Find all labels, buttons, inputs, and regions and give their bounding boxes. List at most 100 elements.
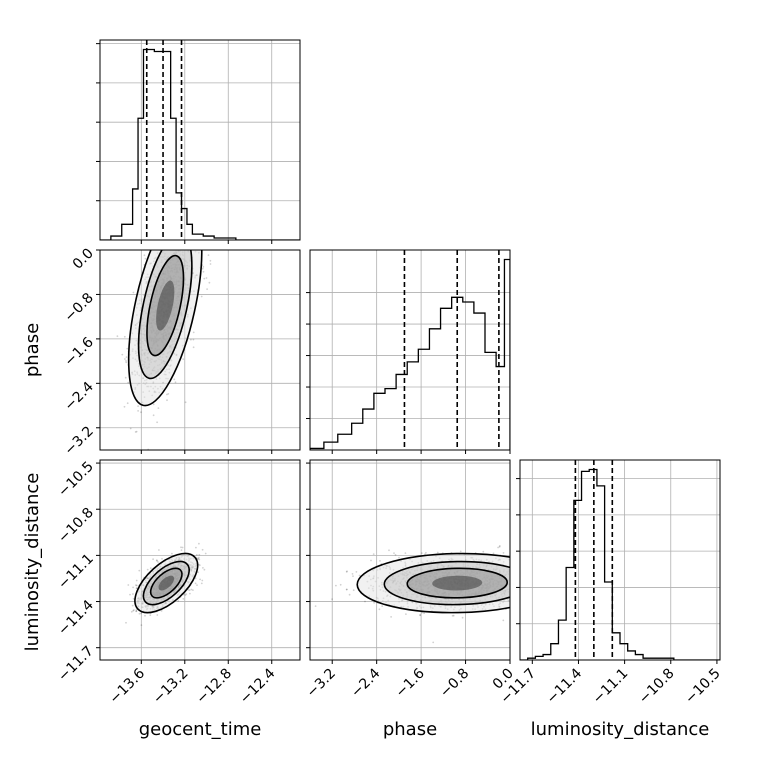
sample-point <box>132 597 135 600</box>
sample-point <box>167 393 170 395</box>
sample-point <box>482 550 485 553</box>
contour-level-3 <box>432 575 483 591</box>
sample-point <box>160 610 163 612</box>
sample-point <box>125 361 128 364</box>
sample-point <box>197 571 199 574</box>
sample-point <box>125 360 127 362</box>
sample-point <box>204 552 207 555</box>
sample-point <box>157 561 159 563</box>
sample-point <box>352 589 355 592</box>
sample-point <box>198 558 201 561</box>
sample-point <box>140 411 142 414</box>
sample-point <box>182 358 185 360</box>
sample-point <box>208 281 211 284</box>
sample-point <box>451 614 454 617</box>
sample-point <box>423 612 425 615</box>
contour-level-3 <box>156 280 175 331</box>
sample-point <box>200 295 203 298</box>
sample-point <box>135 584 138 587</box>
sample-point <box>452 614 455 617</box>
sample-point <box>144 257 147 260</box>
sample-point <box>129 593 131 596</box>
sample-point <box>124 358 126 360</box>
sample-point <box>125 621 127 624</box>
sample-point <box>137 410 140 412</box>
sample-point <box>425 551 427 554</box>
sample-point <box>209 263 212 265</box>
sample-point <box>173 378 176 381</box>
sample-point <box>335 584 337 587</box>
sample-point <box>202 266 205 268</box>
panel-phase-vs-phase <box>306 249 511 454</box>
sample-point <box>388 549 390 552</box>
panel-frame <box>99 249 301 451</box>
sample-point <box>196 584 198 586</box>
sample-point <box>378 608 381 611</box>
sample-point <box>201 548 204 551</box>
sample-point <box>123 335 126 338</box>
sample-point <box>123 405 126 408</box>
sample-point <box>205 277 208 279</box>
sample-point <box>132 291 135 294</box>
sample-point <box>143 254 146 257</box>
sample-point <box>201 267 204 270</box>
sample-point <box>166 393 168 396</box>
sample-point <box>203 568 206 571</box>
xlabel-luminosity-distance: luminosity_distance <box>531 719 710 740</box>
sample-point <box>352 575 354 577</box>
sample-point <box>157 407 160 409</box>
sample-point <box>197 558 200 560</box>
sample-point <box>152 558 155 561</box>
ylabel-phase: phase <box>22 323 43 377</box>
sample-point <box>188 589 191 592</box>
sample-point <box>132 586 135 589</box>
sample-point <box>345 571 348 573</box>
sample-point <box>192 346 195 349</box>
sample-point <box>126 347 129 350</box>
sample-point <box>194 582 197 585</box>
sample-point <box>129 427 132 430</box>
sample-point <box>133 609 135 611</box>
sample-point <box>156 560 158 562</box>
sample-point <box>379 560 381 562</box>
posterior-group <box>116 250 212 450</box>
sample-point <box>207 254 210 256</box>
sample-point <box>345 588 348 591</box>
panel-frame <box>309 249 511 451</box>
sample-point <box>192 338 195 341</box>
sample-point <box>135 587 138 590</box>
sample-point <box>195 554 198 556</box>
sample-point <box>194 577 197 580</box>
sample-point <box>497 546 499 549</box>
sample-point <box>492 552 495 555</box>
sample-point <box>358 574 361 577</box>
sample-point <box>158 549 160 551</box>
sample-point <box>190 338 192 341</box>
sample-point <box>420 552 423 554</box>
sample-point <box>198 553 201 556</box>
sample-point <box>161 557 163 560</box>
sample-point <box>364 600 366 603</box>
posterior-group <box>314 545 510 644</box>
sample-point <box>192 331 195 334</box>
sample-point <box>156 421 159 424</box>
sample-point <box>348 593 351 596</box>
sample-point <box>381 605 384 607</box>
sample-point <box>432 641 435 644</box>
sample-point <box>190 588 193 591</box>
sample-point <box>390 616 392 618</box>
sample-point <box>135 610 138 612</box>
sample-point <box>502 619 505 622</box>
sample-point <box>405 613 407 615</box>
sample-point <box>203 277 206 280</box>
sample-point <box>198 564 201 567</box>
sample-point <box>197 556 200 559</box>
histogram-group <box>100 40 300 240</box>
contour-level-3 <box>158 575 175 591</box>
sample-point <box>132 593 134 595</box>
histogram-group <box>310 250 510 450</box>
sample-point <box>174 381 177 384</box>
sample-point <box>180 549 183 551</box>
sample-point <box>137 405 140 407</box>
